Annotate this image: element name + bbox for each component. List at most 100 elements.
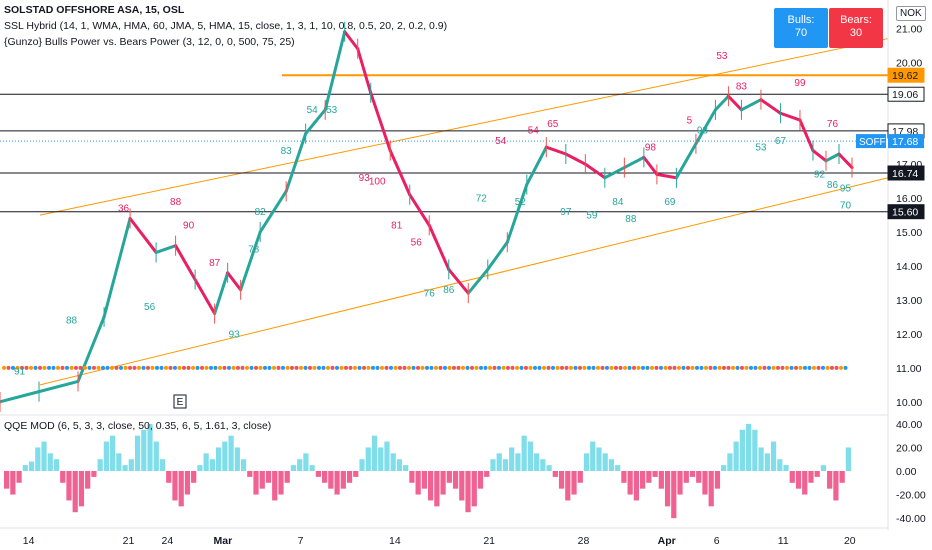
price-line-segment — [674, 142, 698, 180]
qqe-bar — [315, 471, 321, 477]
strip-dot — [6, 365, 11, 370]
qqe-bar — [141, 429, 147, 471]
price-line-segment — [583, 162, 607, 180]
qqe-bar — [309, 465, 315, 471]
qqe-bar — [739, 429, 745, 471]
qqe-bar — [16, 471, 22, 483]
price-line-segment — [739, 98, 763, 112]
strip-dot — [357, 365, 362, 370]
price-label-box — [887, 204, 925, 220]
qqe-bar — [91, 471, 97, 477]
qqe-bar — [802, 471, 808, 495]
price-label-text: 16.74 — [892, 168, 918, 180]
time-tick-label: 7 — [298, 535, 304, 547]
strip-dot — [51, 365, 56, 370]
qqe-bar — [552, 471, 558, 477]
price-line-segment — [486, 240, 509, 271]
strip-dot — [101, 365, 105, 370]
strip-dot — [605, 365, 609, 370]
price-axis-label: 16.74 — [887, 165, 925, 181]
qqe-bar — [365, 447, 371, 471]
strip-dot — [128, 365, 132, 370]
qqe-bar — [35, 447, 41, 471]
strip-dot — [137, 365, 141, 370]
strip-dot — [632, 365, 636, 370]
qqe-bar — [247, 471, 253, 477]
time-tick-label: 14 — [23, 535, 35, 547]
qqe-bar — [228, 435, 234, 471]
qqe-bar — [197, 465, 203, 471]
qqe-bar — [652, 471, 658, 477]
price-line-segment — [824, 152, 841, 163]
currency-selector[interactable]: NOK — [896, 6, 926, 21]
strip-dot — [551, 365, 555, 370]
strip-dot — [249, 365, 254, 370]
signal-number-label: 54 — [495, 136, 507, 147]
strip-dot — [29, 365, 33, 370]
price-line-segment — [369, 91, 392, 153]
bulls-label: Bulls: — [787, 14, 815, 26]
qqe-bar — [770, 441, 777, 471]
qqe-bar — [103, 441, 109, 471]
price-line-segment — [505, 183, 529, 244]
strip-dot — [704, 365, 708, 370]
price-line-segment — [466, 267, 490, 295]
qqe-bar — [808, 471, 814, 483]
strip-dot — [371, 365, 375, 370]
strip-dot — [519, 365, 524, 370]
strip-dot — [132, 365, 137, 370]
price-axis-label: 15.60 — [887, 204, 925, 220]
signal-number-label: 83 — [281, 146, 293, 157]
strip-dot — [470, 365, 474, 370]
signal-number-label: 87 — [209, 258, 221, 269]
qqe-bar — [72, 471, 78, 513]
qqe-bar — [290, 465, 297, 471]
strip-dot — [272, 365, 276, 370]
qqe-pane[interactable] — [4, 423, 851, 519]
strip-dot — [762, 365, 767, 370]
time-tick-label: 21 — [123, 535, 135, 547]
strip-dot — [537, 365, 542, 370]
qqe-bar — [47, 453, 53, 471]
symbol-title[interactable]: SOLSTAD OFFSHORE ASA, 15, OSL — [4, 4, 185, 16]
strip-dot — [420, 365, 425, 370]
strip-dot — [11, 365, 15, 370]
price-tick-label: 13.00 — [896, 295, 922, 307]
signal-number-label: 56 — [144, 302, 156, 313]
qqe-legend[interactable]: QQE MOD (6, 5, 3, 3, close, 50, 0.35, 6,… — [4, 420, 272, 432]
qqe-bar — [477, 471, 484, 489]
qqe-bar — [777, 459, 783, 471]
qqe-bar — [97, 459, 103, 471]
qqe-bar — [259, 471, 265, 489]
price-label-box — [887, 86, 925, 102]
strip-dot — [600, 365, 605, 370]
qqe-bar — [746, 423, 752, 471]
strip-dot — [69, 365, 74, 370]
price-line-segment — [0, 390, 41, 404]
qqe-bar — [66, 471, 72, 501]
strip-dot — [308, 365, 312, 370]
price-line-segment — [564, 152, 587, 166]
strip-dot — [380, 365, 384, 370]
signal-number-label: 93 — [359, 173, 371, 184]
qqe-bar — [340, 471, 346, 489]
strip-dot — [267, 365, 272, 370]
strip-dot — [816, 365, 821, 370]
bulls-bears-legend[interactable]: {Gunzo} Bulls Power vs. Bears Power (3, … — [4, 36, 295, 48]
strip-dot — [488, 365, 492, 370]
signal-number-label: 91 — [14, 367, 26, 378]
strip-dot — [24, 365, 29, 370]
strip-dot — [668, 365, 672, 370]
strip-dot — [785, 365, 789, 370]
strip-dot — [771, 365, 776, 370]
strip-dot — [821, 365, 825, 370]
signal-number-label: 97 — [560, 207, 572, 218]
strip-dot — [299, 365, 303, 370]
strip-dot — [623, 365, 627, 370]
ssl-hybrid-legend[interactable]: SSL Hybrid (14, 1, WMA, HMA, 60, JMA, 5,… — [4, 20, 448, 32]
price-axis-label: 19.06 — [887, 86, 925, 102]
qqe-bar — [346, 471, 353, 483]
